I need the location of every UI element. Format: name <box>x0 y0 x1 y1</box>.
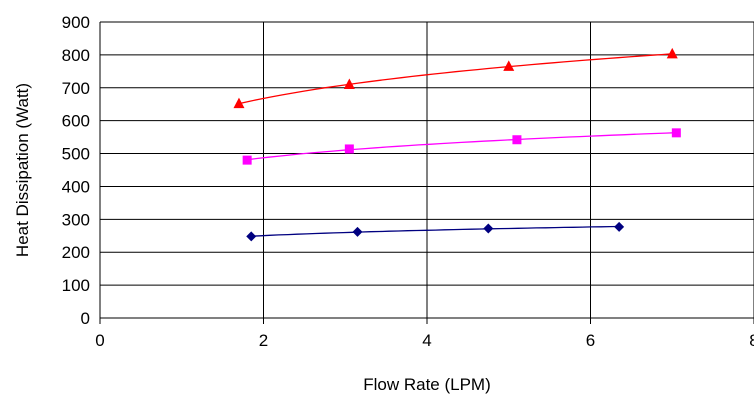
data-point-square <box>512 135 522 145</box>
trendline-series-1 <box>238 53 673 105</box>
trendlines <box>238 53 677 237</box>
gridlines <box>99 21 754 324</box>
data-point-diamond <box>246 231 257 242</box>
y-tick-label: 800 <box>62 46 90 65</box>
trendline-series-3 <box>251 225 620 237</box>
y-tick-label: 100 <box>62 276 90 295</box>
x-axis-title: Flow Rate (LPM) <box>363 375 491 394</box>
y-tick-label: 300 <box>62 210 90 229</box>
data-points <box>233 47 681 242</box>
y-tick-labels: 0 100 200 300 400 500 600 700 800 900 <box>62 13 90 328</box>
data-point-triangle <box>233 97 245 109</box>
y-tick-label: 600 <box>62 112 90 131</box>
data-point-diamond <box>483 223 494 234</box>
data-point-diamond <box>614 221 625 232</box>
x-tick-label: 8 <box>749 331 754 350</box>
y-axis-title: Heat Dissipation (Watt) <box>13 83 32 257</box>
y-tick-label: 400 <box>62 177 90 196</box>
y-tick-label: 500 <box>62 145 90 164</box>
y-tick-label: 900 <box>62 13 90 32</box>
y-tick-label: 700 <box>62 79 90 98</box>
x-tick-label: 4 <box>422 331 431 350</box>
data-point-triangle <box>503 60 515 71</box>
data-point-triangle <box>343 78 355 89</box>
plot-area <box>99 21 754 324</box>
data-point-square <box>242 155 252 165</box>
data-point-square <box>344 144 354 154</box>
y-tick-label: 0 <box>81 309 90 328</box>
x-tick-labels: 0 2 4 6 8 <box>95 331 754 350</box>
trendline-series-2 <box>247 132 677 161</box>
x-tick-label: 0 <box>95 331 104 350</box>
data-point-triangle <box>666 47 678 59</box>
data-point-diamond <box>352 226 363 237</box>
y-tick-label: 200 <box>62 243 90 262</box>
data-point-square <box>671 128 681 138</box>
x-tick-label: 6 <box>586 331 595 350</box>
x-tick-label: 2 <box>259 331 268 350</box>
